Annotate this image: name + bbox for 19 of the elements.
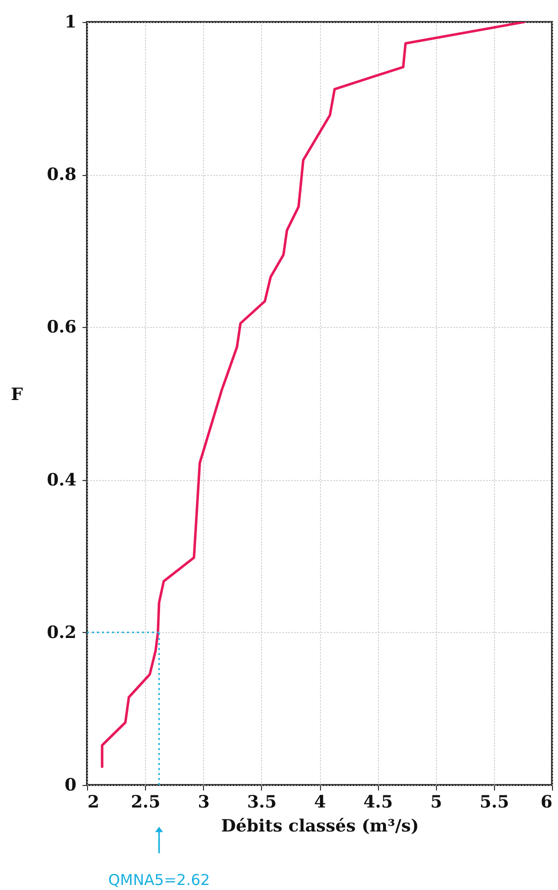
x-axis-title: Débits classés (m³/s) (221, 816, 419, 836)
x-tick-label: 4 (314, 792, 326, 812)
line-series (100, 22, 526, 768)
y-axis-title: F (10, 385, 23, 405)
y-tick-label: 0 (64, 776, 77, 796)
x-tick-label: 3.5 (247, 792, 277, 812)
text: QMNA5=2.62 (108, 871, 210, 889)
y-tick-label: 0.6 (46, 318, 76, 338)
x-tick-label: 4.5 (363, 792, 393, 812)
x-tick-label: 2.5 (130, 792, 160, 812)
y-tick-label: 0.8 (46, 165, 76, 186)
x-tick-label: 3 (198, 792, 210, 812)
x-tick-label: 5 (430, 792, 442, 812)
y-tick-label: 0.2 (46, 622, 76, 643)
y-tick-label: 0.4 (46, 470, 77, 490)
x-tick-label: 5.5 (480, 792, 510, 812)
x-tick-label: 2 (88, 792, 100, 812)
y-tick-label: 1 (64, 12, 76, 32)
x-tick-label: 6 (540, 792, 552, 812)
